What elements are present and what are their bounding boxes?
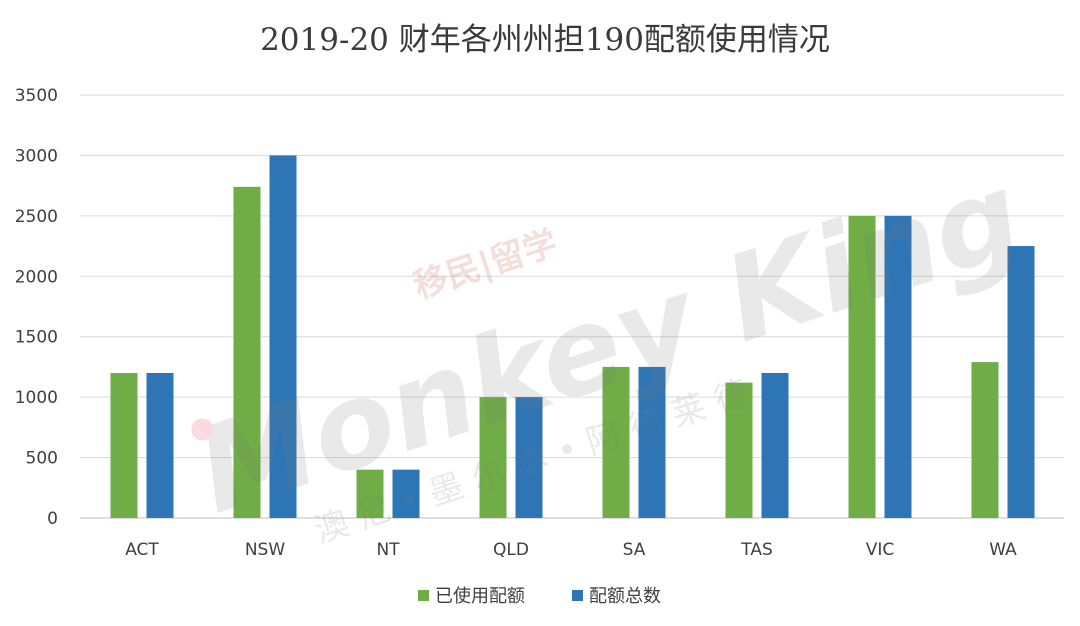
bar-wa-used (971, 362, 999, 518)
bar-vic-total (884, 215, 912, 518)
y-tick-label: 2500 (15, 207, 58, 227)
x-category-label: NSW (245, 540, 286, 560)
x-category-label: WA (989, 540, 1017, 560)
bar-act-total (146, 372, 174, 518)
x-category-label: SA (623, 540, 646, 560)
x-category-label: ACT (125, 540, 159, 560)
watermark-dot (191, 418, 214, 441)
x-category-label: TAS (740, 540, 773, 560)
bar-sa-total (638, 366, 666, 518)
y-tick-label: 500 (26, 449, 58, 469)
legend-label: 配额总数 (589, 586, 661, 607)
bar-nt-used (356, 469, 384, 518)
bar-sa-used (602, 366, 630, 518)
y-tick-label: 3500 (15, 86, 58, 106)
legend-swatch (418, 590, 429, 601)
y-tick-label: 1500 (15, 328, 58, 348)
bar-wa-total (1007, 246, 1035, 519)
x-category-label: QLD (493, 540, 529, 560)
bar-act-used (110, 372, 138, 518)
legend-swatch (572, 590, 583, 601)
bar-tas-total (761, 372, 789, 518)
bar-nt-total (392, 469, 420, 518)
x-axis-categories: ACT NSW NT QLD SA TAS VIC WA (125, 540, 1017, 560)
bar-tas-used (725, 382, 753, 518)
bar-qld-total (515, 397, 543, 518)
x-category-label: NT (376, 540, 400, 560)
y-tick-label: 0 (47, 509, 58, 529)
chart-title: 2019-20 财年各州州担190配额使用情况 (260, 22, 830, 58)
x-category-label: VIC (866, 540, 895, 560)
y-tick-label: 1000 (15, 388, 58, 408)
legend: 已使用配额 配额总数 (418, 586, 661, 607)
y-axis-ticks: 0 500 1000 1500 2000 2500 3000 3500 (15, 86, 58, 529)
bar-qld-used (479, 397, 507, 518)
bar-nsw-total (269, 155, 297, 518)
y-tick-label: 2000 (15, 267, 58, 287)
legend-label: 已使用配额 (435, 586, 525, 607)
bar-vic-used (848, 215, 876, 518)
y-tick-label: 3000 (15, 146, 58, 166)
bars (110, 155, 1035, 519)
bar-nsw-used (233, 186, 261, 518)
